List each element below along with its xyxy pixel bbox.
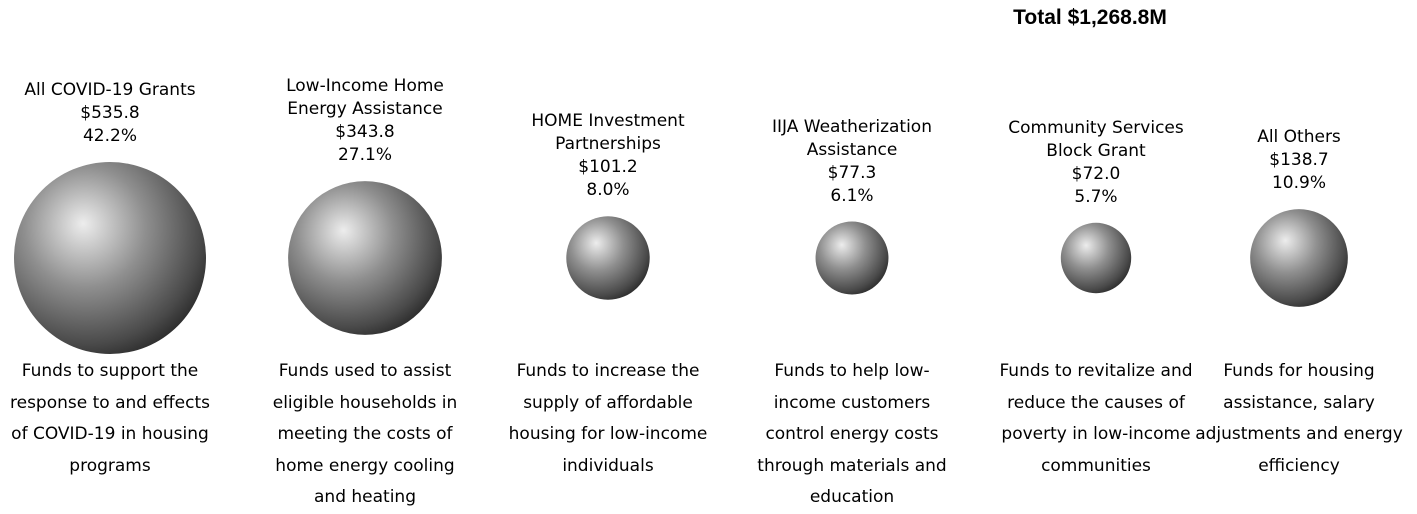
category-name: Low-Income Home Energy Assistance xyxy=(286,76,444,120)
value-label: $77.3 xyxy=(827,162,877,183)
bubble-label: HOME Investment Partnerships $101.2 8.0% xyxy=(503,110,713,202)
description: Funds to revitalize and reduce the cause… xyxy=(999,361,1193,476)
value-label: $343.8 xyxy=(335,122,395,143)
percent-label: 6.1% xyxy=(830,185,874,206)
bubble xyxy=(288,181,442,335)
category-name: IIJA Weatherization Assistance xyxy=(772,116,932,160)
percent-label: 42.2% xyxy=(82,126,137,146)
percent-label: 10.9% xyxy=(1271,173,1326,194)
bubble-label: IIJA Weatherization Assistance $77.3 6.1% xyxy=(747,116,957,208)
description: Funds used to assist eligible households… xyxy=(272,361,458,507)
category-name: HOME Investment Partnerships xyxy=(531,111,685,155)
total-title: Total $1,268.8M xyxy=(1013,6,1167,29)
category-name: Community Services Block Grant xyxy=(1008,117,1184,161)
category-name: All Others xyxy=(1257,127,1341,148)
bubble-label: Low-Income Home Energy Assistance $343.8 2… xyxy=(260,75,470,167)
category-name: All COVID-19 Grants xyxy=(24,80,196,100)
description: Funds to support the response to and eff… xyxy=(10,361,210,476)
percent-label: 8.0% xyxy=(586,180,630,201)
description: Funds to increase the supply of affordab… xyxy=(508,361,708,476)
value-label: $138.7 xyxy=(1269,150,1329,171)
bubble xyxy=(1060,222,1132,294)
bubble-label: All COVID-19 Grants $535.8 42.2% xyxy=(5,79,215,148)
value-label: $535.8 xyxy=(80,103,140,123)
bubble-label: All Others $138.7 10.9% xyxy=(1194,126,1404,195)
percent-label: 5.7% xyxy=(1074,186,1118,207)
bubble xyxy=(566,216,650,300)
bubble xyxy=(815,221,889,295)
bubble xyxy=(14,162,206,354)
bubble xyxy=(1250,209,1348,307)
description: Funds to help low-income customers contr… xyxy=(757,361,947,507)
description: Funds for housing assistance, salary adj… xyxy=(1195,361,1403,476)
bubble-label: Community Services Block Grant $72.0 5.7% xyxy=(991,117,1201,209)
percent-label: 27.1% xyxy=(337,145,392,166)
value-label: $101.2 xyxy=(578,157,638,178)
value-label: $72.0 xyxy=(1071,163,1121,184)
